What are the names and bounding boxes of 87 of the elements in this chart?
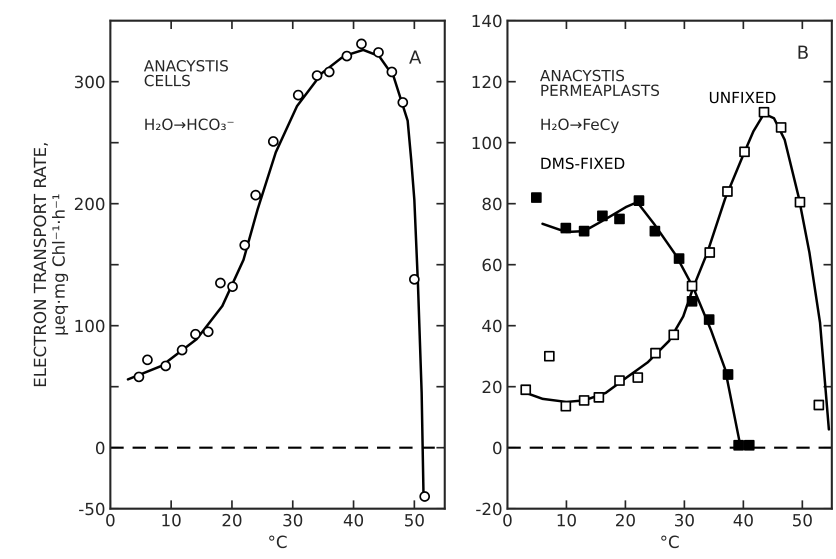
series-label: UNFIXED [710,92,776,104]
annotation: A [409,50,422,64]
x-tick-label: 0 [106,514,115,526]
point [397,97,408,108]
x-tick-label: 40 [734,514,753,526]
point [386,66,398,78]
point [722,186,733,197]
annotation: ANACYSTIS CELLS [144,60,228,86]
annotation: ANACYSTIS PERMEAPLASTS [540,70,660,96]
point [176,344,188,356]
point [578,226,590,236]
point [704,247,716,258]
point [686,280,698,292]
point [250,190,261,200]
annotation: H₂O→FeCy [541,118,619,134]
point [668,330,680,340]
y-tick-label: 80 [482,198,502,210]
x-tick-label: 20 [616,514,635,526]
point [544,350,555,362]
y-tick-label: 100 [76,320,104,332]
y-axis-title: ELECTRON TRANSPORT RATE, μeq·mg Chl⁻¹·h⁻¹ [34,143,68,386]
x-tick-label: 0 [503,514,512,526]
point [190,328,201,340]
point [650,226,660,236]
y-tick-label: 0 [96,442,104,454]
point [227,281,238,292]
y-tick-label: 120 [472,76,502,88]
point [634,195,644,206]
point [776,122,786,133]
point [614,375,625,386]
y-tick-label: 60 [482,258,502,272]
point [409,274,420,285]
point [268,136,279,147]
y-tick-label: 100 [472,136,502,150]
point [531,192,542,203]
point [160,360,172,372]
point [560,222,572,234]
point [142,354,153,366]
x-tick-label: 10 [558,514,576,526]
point [632,372,644,383]
y-tick-label: 20 [482,380,502,394]
point [674,253,684,264]
point [614,214,625,224]
point [722,369,734,380]
point [292,90,304,100]
point [215,278,226,288]
point [324,66,335,78]
annotation: B [798,46,808,59]
point [739,146,750,158]
point [814,400,824,410]
point [733,440,744,451]
point [794,196,806,208]
point [650,348,661,358]
x-axis-title: °C [269,536,287,548]
point [373,47,384,58]
point [342,50,352,62]
point [704,314,714,325]
point [594,392,604,403]
y-tick-label: 140 [472,14,502,28]
point [312,70,322,81]
point [520,384,532,396]
y-tick-label: 200 [74,198,104,210]
x-tick-label: 40 [344,514,364,526]
y-tick-label: -20 [476,502,502,516]
x-tick-label: 30 [675,514,694,526]
point [597,210,608,222]
x-tick-label: 50 [405,514,424,526]
y-tick-label: 40 [482,320,502,332]
x-tick-label: 50 [793,514,812,526]
annotation: H₂O→HCO₃⁻ [145,118,234,130]
point [686,296,698,307]
x-tick-label: 30 [283,514,302,526]
x-axis-title: °C [661,536,679,548]
x-tick-label: 10 [162,514,181,526]
point [239,240,250,250]
point [560,400,572,412]
y-tick-label: -50 [79,502,104,516]
point [419,491,430,502]
point [134,372,144,382]
x-tick-label: 20 [222,514,242,526]
y-tick-label: 300 [74,76,104,88]
point [744,440,755,451]
point [356,38,367,50]
y-tick-label: 0 [493,442,502,454]
series-label: DMS-FIXED [541,158,624,170]
point [758,106,770,118]
point [578,395,590,406]
